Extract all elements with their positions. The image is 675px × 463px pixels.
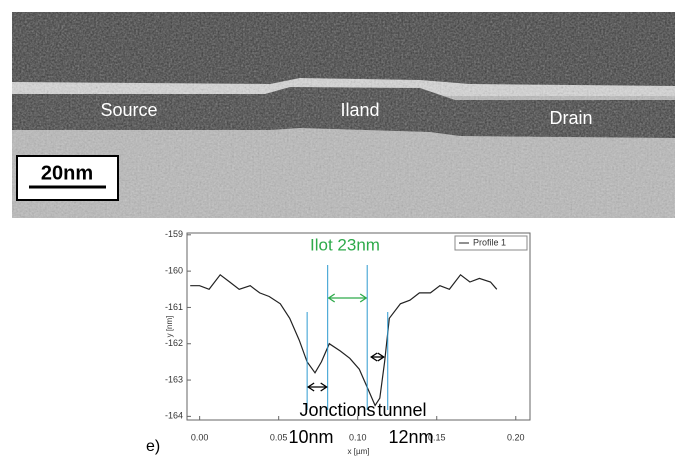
- tem-image: Source Iland Drain 20nm: [12, 12, 675, 218]
- y-tick-label: -163: [165, 374, 183, 384]
- junction-arrow-head: [370, 352, 378, 362]
- x-tick-label: 0.05: [270, 432, 288, 442]
- junction-arrow-head: [306, 382, 315, 392]
- scale-bar-label: 20nm: [41, 162, 93, 184]
- y-tick-label: -159: [165, 229, 183, 239]
- region-label: Drain: [549, 108, 592, 128]
- island-arrow-head: [327, 293, 336, 303]
- region-label: Iland: [340, 100, 379, 120]
- x-tick-label: 0.10: [349, 432, 367, 442]
- legend-label: Profile 1: [473, 237, 506, 247]
- y-tick-label: -162: [165, 338, 183, 348]
- junction-arrow-head: [320, 382, 328, 392]
- profile-line: [190, 273, 498, 407]
- region-label: Source: [100, 100, 157, 120]
- plot-area: [186, 232, 531, 421]
- junction-arrow-head: [377, 352, 385, 362]
- x-tick-label: 0.00: [191, 432, 209, 442]
- profile-chart: -159 -160 -161 -162 -163 -164 0.00 0.05 0.10 0.15…: [146, 229, 531, 456]
- y-tick-label: -164: [165, 411, 183, 421]
- y-axis-label: y [nm]: [165, 316, 174, 338]
- x-axis-label: x [µm]: [348, 447, 370, 456]
- junction-width: 10nm: [288, 427, 333, 447]
- island-annotation: Ilot 23nm: [310, 235, 380, 254]
- junction-width: 12nm: [388, 427, 433, 447]
- x-tick-label: 0.15: [428, 432, 446, 442]
- x-tick-label: 0.20: [507, 432, 525, 442]
- legend-box: [454, 235, 528, 251]
- junction-annotation: Jonctions tunnel: [299, 400, 426, 420]
- y-tick-label: -161: [165, 302, 183, 312]
- island-arrow-head: [359, 293, 368, 303]
- y-tick-label: -160: [165, 266, 183, 276]
- panel-label: e): [146, 438, 160, 455]
